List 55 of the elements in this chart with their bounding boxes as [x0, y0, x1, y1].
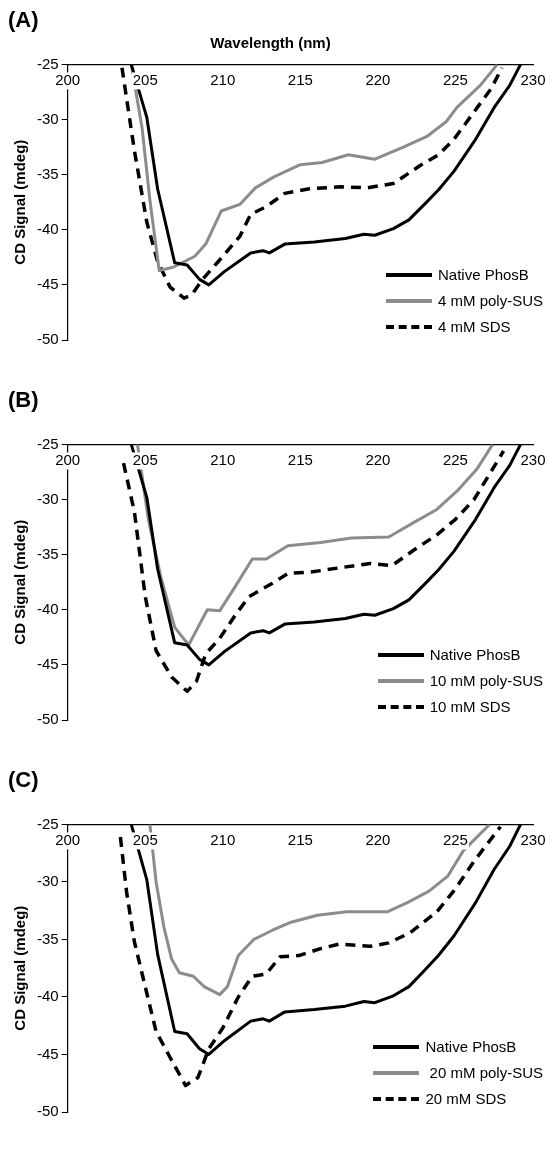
- y-tick-label: -45: [36, 275, 59, 293]
- x-tick-label: 200: [55, 831, 81, 849]
- x-tick-label: 215: [287, 451, 313, 469]
- y-tick-label: -35: [36, 164, 59, 182]
- x-tick-label: 230: [520, 831, 546, 849]
- x-tick-label: 215: [287, 71, 313, 89]
- y-axis-title: CD Signal (mdeg): [11, 519, 29, 645]
- x-tick-label: 230: [520, 451, 546, 469]
- y-tick-label: -50: [36, 330, 59, 348]
- y-tick-label: -25: [36, 54, 59, 72]
- x-tick-label: 220: [365, 71, 391, 89]
- legend-label: 10 mM poly-SUS: [429, 671, 543, 691]
- y-tick-label: -50: [36, 1102, 59, 1120]
- chart-title: (A): [8, 7, 39, 33]
- legend-label: 4 mM SDS: [437, 317, 511, 337]
- x-axis-title: Wavelength (nm): [210, 33, 331, 51]
- y-tick-label: -30: [36, 489, 59, 507]
- x-tick-label: 200: [55, 71, 81, 89]
- legend-label: 4 mM poly-SUS: [437, 291, 543, 311]
- x-tick-label: 230: [520, 71, 546, 89]
- x-tick-label: 220: [365, 451, 391, 469]
- y-tick-label: -40: [36, 219, 59, 237]
- y-axis-title: CD Signal (mdeg): [11, 139, 29, 265]
- legend-label: 20 mM poly-SUS: [428, 1063, 543, 1083]
- chart-title: (C): [8, 767, 39, 793]
- y-tick-label: -45: [36, 655, 59, 673]
- legend-label: Native PhosB: [429, 645, 521, 665]
- y-tick-label: -25: [36, 814, 59, 832]
- x-tick-label: 200: [55, 451, 81, 469]
- x-tick-label: 225: [442, 451, 468, 469]
- x-tick-label: 220: [365, 831, 391, 849]
- y-tick-label: -40: [36, 987, 59, 1005]
- x-tick-label: 225: [442, 831, 468, 849]
- y-tick-label: -25: [36, 434, 59, 452]
- x-tick-label: 215: [287, 831, 313, 849]
- legend-label: 20 mM SDS: [425, 1089, 507, 1109]
- chart-title: (B): [8, 387, 39, 413]
- y-tick-label: -45: [36, 1044, 59, 1062]
- y-axis-title: CD Signal (mdeg): [11, 905, 29, 1031]
- x-tick-label: 210: [210, 71, 236, 89]
- x-tick-label: 210: [210, 451, 236, 469]
- y-tick-label: -30: [36, 872, 59, 890]
- y-tick-label: -30: [36, 109, 59, 127]
- y-tick-label: -35: [36, 929, 59, 947]
- legend-label: Native PhosB: [437, 265, 529, 285]
- x-tick-label: 205: [132, 451, 158, 469]
- legend-label: 10 mM SDS: [429, 697, 511, 717]
- legend-label: Native PhosB: [425, 1037, 517, 1057]
- x-tick-label: 225: [442, 71, 468, 89]
- x-tick-label: 210: [210, 831, 236, 849]
- y-tick-label: -40: [36, 599, 59, 617]
- x-tick-label: 205: [132, 831, 158, 849]
- y-tick-label: -50: [36, 710, 59, 728]
- x-tick-label: 205: [132, 71, 158, 89]
- y-tick-label: -35: [36, 544, 59, 562]
